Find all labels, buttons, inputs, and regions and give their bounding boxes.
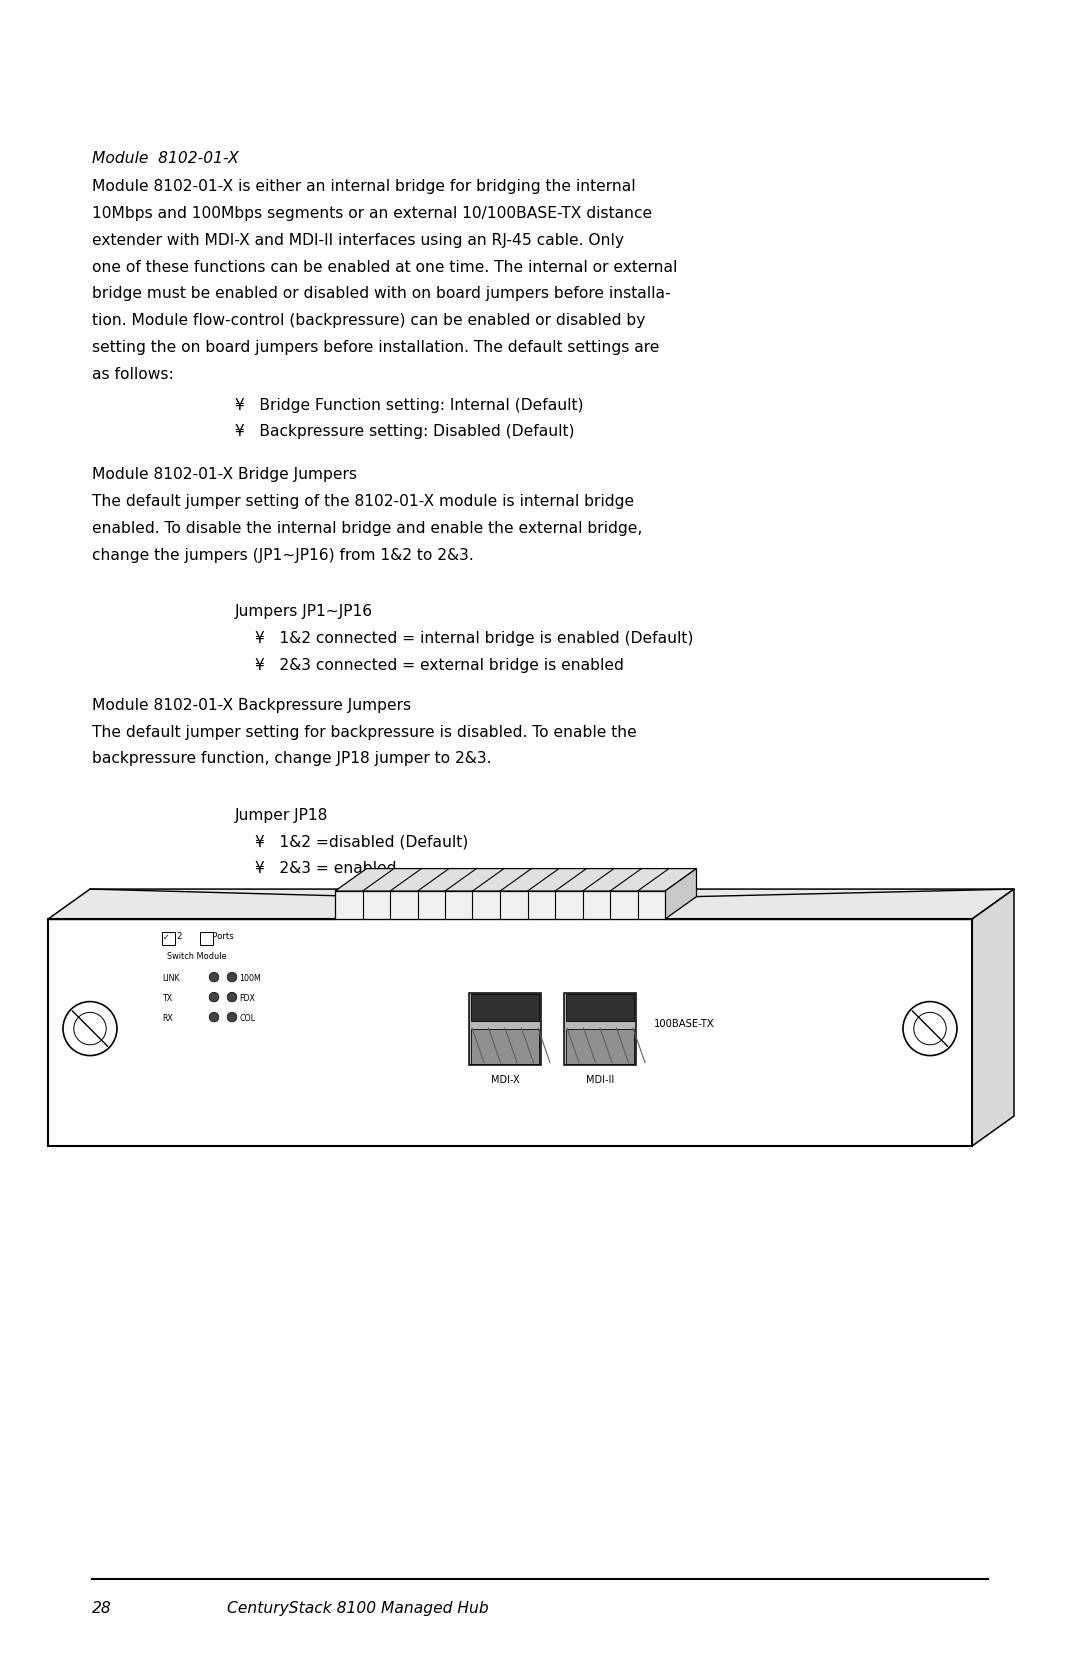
FancyBboxPatch shape — [566, 1030, 634, 1063]
Polygon shape — [335, 868, 697, 891]
Text: bridge must be enabled or disabled with on board jumpers before installa-: bridge must be enabled or disabled with … — [92, 287, 671, 302]
Text: 28: 28 — [92, 1601, 111, 1616]
Text: ¥   Bridge Function setting: Internal (Default): ¥ Bridge Function setting: Internal (Def… — [235, 397, 583, 412]
Circle shape — [227, 973, 237, 981]
Circle shape — [903, 1001, 957, 1055]
Circle shape — [210, 973, 219, 981]
Circle shape — [210, 1013, 219, 1021]
Text: Module  8102-01-X: Module 8102-01-X — [92, 150, 239, 165]
FancyBboxPatch shape — [471, 993, 539, 1021]
FancyBboxPatch shape — [162, 931, 175, 945]
FancyBboxPatch shape — [469, 993, 541, 1065]
Text: Module 8102-01-X Bridge Jumpers: Module 8102-01-X Bridge Jumpers — [92, 467, 357, 482]
Text: change the jumpers (JP1~JP16) from 1&2 to 2&3.: change the jumpers (JP1~JP16) from 1&2 t… — [92, 547, 474, 562]
Text: ¥   2&3 = enabled: ¥ 2&3 = enabled — [255, 861, 396, 876]
Text: ¥   1&2 =disabled (Default): ¥ 1&2 =disabled (Default) — [255, 834, 469, 850]
Text: MDI-II: MDI-II — [585, 1075, 615, 1085]
FancyBboxPatch shape — [471, 1030, 539, 1063]
Polygon shape — [335, 891, 665, 920]
Polygon shape — [48, 890, 1014, 920]
Text: FDX: FDX — [239, 995, 255, 1003]
Text: COL: COL — [239, 1015, 255, 1023]
Text: MDI-X: MDI-X — [490, 1075, 519, 1085]
Text: ¥   Backpressure setting: Disabled (Default): ¥ Backpressure setting: Disabled (Defaul… — [235, 424, 575, 439]
Text: enabled. To disable the internal bridge and enable the external bridge,: enabled. To disable the internal bridge … — [92, 521, 643, 536]
Text: Jumper JP18: Jumper JP18 — [235, 808, 328, 823]
FancyBboxPatch shape — [564, 993, 636, 1065]
Text: CenturyStack 8100 Managed Hub: CenturyStack 8100 Managed Hub — [227, 1601, 489, 1616]
Text: 3 Ports: 3 Ports — [204, 931, 233, 941]
Text: extender with MDI-X and MDI-II interfaces using an RJ-45 cable. Only: extender with MDI-X and MDI-II interface… — [92, 232, 624, 247]
Text: backpressure function, change JP18 jumper to 2&3.: backpressure function, change JP18 jumpe… — [92, 751, 491, 766]
Text: ¥   2&3 connected = external bridge is enabled: ¥ 2&3 connected = external bridge is ena… — [255, 658, 624, 673]
FancyBboxPatch shape — [200, 931, 213, 945]
Text: as follows:: as follows: — [92, 367, 174, 382]
Text: tion. Module flow-control (backpressure) can be enabled or disabled by: tion. Module flow-control (backpressure)… — [92, 314, 646, 329]
Polygon shape — [972, 890, 1014, 1147]
Text: ¥   1&2 connected = internal bridge is enabled (Default): ¥ 1&2 connected = internal bridge is ena… — [255, 631, 693, 646]
Text: 10Mbps and 100Mbps segments or an external 10/100BASE-TX distance: 10Mbps and 100Mbps segments or an extern… — [92, 205, 652, 220]
Text: setting the on board jumpers before installation. The default settings are: setting the on board jumpers before inst… — [92, 340, 660, 355]
Text: RX: RX — [162, 1015, 173, 1023]
Text: The default jumper setting for backpressure is disabled. To enable the: The default jumper setting for backpress… — [92, 724, 637, 739]
Text: Jumpers JP1~JP16: Jumpers JP1~JP16 — [235, 604, 373, 619]
Text: TX: TX — [162, 995, 172, 1003]
Text: 100M: 100M — [239, 975, 260, 983]
Text: one of these functions can be enabled at one time. The internal or external: one of these functions can be enabled at… — [92, 260, 677, 274]
Circle shape — [227, 1013, 237, 1021]
Polygon shape — [665, 868, 697, 920]
Text: The default jumper setting of the 8102-01-X module is internal bridge: The default jumper setting of the 8102-0… — [92, 494, 634, 509]
Circle shape — [63, 1001, 117, 1055]
Text: 100BASE-TX: 100BASE-TX — [654, 1018, 715, 1028]
Text: 2: 2 — [176, 931, 181, 941]
Text: Module 8102-01-X Backpressure Jumpers: Module 8102-01-X Backpressure Jumpers — [92, 698, 411, 713]
Circle shape — [227, 993, 237, 1001]
Circle shape — [210, 993, 219, 1001]
Text: Module 8102-01-X is either an internal bridge for bridging the internal: Module 8102-01-X is either an internal b… — [92, 179, 636, 194]
Text: LINK: LINK — [162, 975, 179, 983]
Text: ✓: ✓ — [163, 933, 170, 941]
Polygon shape — [48, 920, 972, 1147]
Text: Switch Module: Switch Module — [167, 951, 227, 961]
FancyBboxPatch shape — [566, 993, 634, 1021]
